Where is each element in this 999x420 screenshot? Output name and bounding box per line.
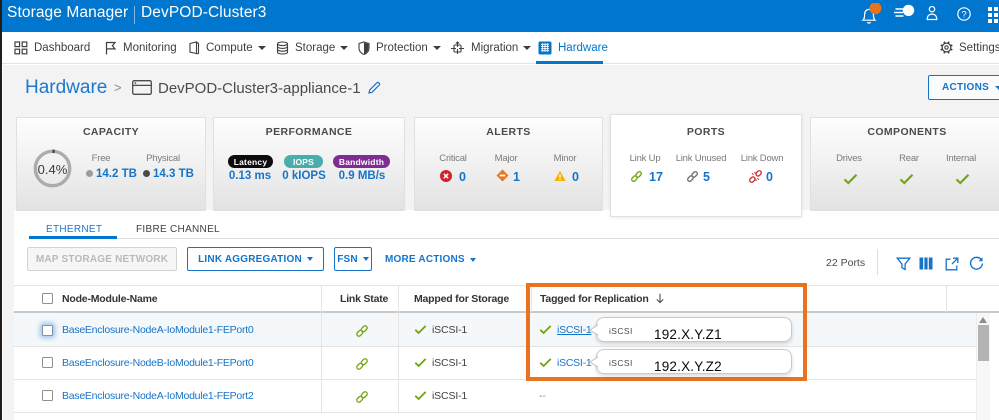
- svg-text:?: ?: [961, 9, 966, 20]
